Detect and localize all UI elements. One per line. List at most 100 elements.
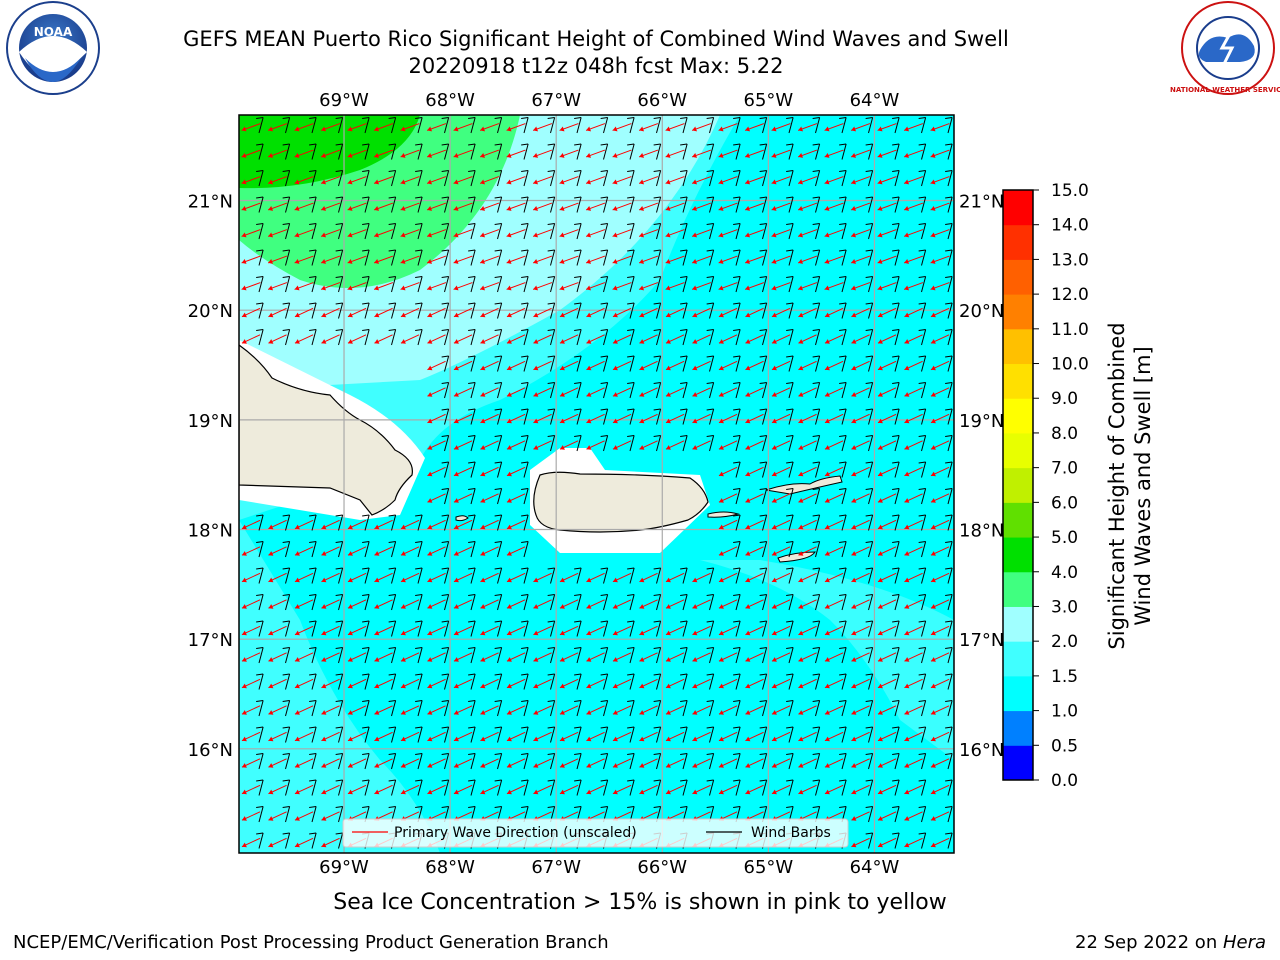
wave-direction-arrowhead: [771, 710, 777, 715]
wave-direction-arrowhead: [480, 657, 486, 662]
colorbar-segment: [1003, 710, 1033, 746]
wave-direction-arrowhead: [930, 630, 936, 636]
wind-barb-staff: [788, 700, 794, 717]
wind-barb-staff: [788, 435, 794, 452]
wave-direction-arrowhead: [798, 126, 804, 132]
wind-barb-feather: [918, 647, 926, 650]
wind-barb-staff: [788, 488, 794, 505]
wind-barb-feather: [282, 302, 290, 305]
wind-barb-feather: [786, 223, 794, 226]
colorbar-segment: [1003, 363, 1033, 399]
wave-direction-arrowhead: [268, 789, 274, 795]
wind-barb-staff: [364, 196, 370, 213]
wind-barb-staff: [762, 249, 768, 266]
wind-barb-feather: [945, 355, 953, 358]
wave-direction-arrowhead: [639, 285, 645, 291]
wind-barb-staff: [311, 276, 317, 293]
wind-barb-feather: [812, 726, 820, 729]
wave-direction-arrowhead: [851, 418, 857, 424]
wind-barb-staff: [391, 541, 397, 558]
wave-direction-arrowhead: [904, 498, 910, 503]
map-legend: Primary Wave Direction (unscaled) Wind B…: [342, 818, 849, 848]
wind-barb-feather: [441, 223, 449, 226]
wind-barb-feather: [918, 567, 926, 570]
wind-barb-feather: [521, 594, 529, 597]
wind-barb-feather: [494, 567, 502, 570]
wave-direction-arrowhead: [241, 657, 247, 662]
wind-barb-feather: [415, 249, 423, 252]
wave-direction-arrowhead: [268, 179, 274, 185]
wave-direction-arrowhead: [745, 339, 751, 344]
wind-barb-staff: [868, 620, 874, 637]
wave-direction-arrowhead: [665, 339, 671, 344]
wind-barb-feather: [574, 382, 582, 385]
wind-barb-staff: [338, 753, 344, 770]
wind-barb-staff: [603, 302, 609, 319]
wind-barb-staff: [523, 779, 529, 796]
wind-barb-feather: [839, 302, 847, 305]
wind-barb-staff: [709, 223, 715, 240]
wind-barb-staff: [682, 567, 688, 584]
lon-tick-label: 67°W: [531, 857, 581, 878]
wave-direction-arrowhead: [851, 179, 857, 185]
wind-barb-feather: [441, 249, 449, 252]
wave-direction-arrowhead: [453, 630, 459, 636]
wind-barb-feather: [468, 329, 476, 332]
wind-barb-feather: [600, 726, 608, 729]
wave-direction-arrowhead: [639, 153, 645, 158]
wind-barb-feather: [759, 170, 767, 173]
wind-barb-staff: [603, 567, 609, 584]
wind-barb-staff: [815, 276, 821, 293]
wave-direction-arrowhead: [427, 259, 433, 264]
wind-barb-staff: [735, 329, 741, 346]
wave-direction-arrowhead: [639, 630, 645, 636]
wind-barb-feather: [733, 461, 741, 464]
wind-barb-staff: [894, 276, 900, 293]
wind-barb-staff: [841, 276, 847, 293]
wind-barb-staff: [947, 382, 953, 399]
wind-barb-feather: [680, 196, 688, 199]
wave-direction-arrowhead: [294, 524, 300, 530]
wind-barb-staff: [788, 594, 794, 611]
wind-barb-feather: [282, 620, 290, 623]
wave-direction-arrowhead: [374, 153, 380, 158]
wind-barb-staff: [947, 514, 953, 531]
wave-direction-arrowhead: [241, 816, 247, 821]
wave-direction-arrowhead: [506, 683, 512, 689]
wind-barb-staff: [497, 594, 503, 611]
wind-barb-feather: [706, 355, 714, 358]
wind-barb-staff: [735, 302, 741, 319]
wind-barb-staff: [788, 461, 794, 478]
wind-barb-staff: [894, 355, 900, 372]
wind-barb-feather: [865, 143, 873, 146]
wind-barb-staff: [709, 567, 715, 584]
wave-direction-arrowhead: [268, 259, 274, 264]
wind-barb-feather: [865, 620, 873, 623]
wind-barb-staff: [576, 329, 582, 346]
wave-direction-arrowhead: [771, 206, 777, 211]
wind-barb-staff: [497, 249, 503, 266]
wave-direction-arrowhead: [586, 577, 592, 583]
wave-direction-arrowhead: [533, 365, 539, 371]
wind-barb-feather: [733, 541, 741, 544]
wave-direction-arrowhead: [480, 445, 486, 450]
wave-direction-arrowhead: [824, 339, 830, 344]
wave-direction-arrowhead: [745, 604, 751, 609]
wave-direction-arrowhead: [347, 285, 353, 291]
wave-direction-arrowhead: [930, 392, 936, 397]
wind-barb-feather: [494, 302, 502, 305]
wind-barb-staff: [470, 620, 476, 637]
wind-barb-staff: [285, 594, 291, 611]
wind-barb-feather: [865, 435, 873, 438]
wind-barb-feather: [680, 726, 688, 729]
wind-barb-feather: [759, 329, 767, 332]
wave-direction-arrowhead: [506, 763, 512, 768]
wind-barb-feather: [256, 170, 264, 173]
wind-barb-feather: [733, 117, 741, 120]
wind-barb-feather: [653, 276, 661, 279]
wave-direction-arrowhead: [347, 259, 353, 264]
wind-barb-feather: [468, 408, 476, 411]
wind-barb-staff: [417, 700, 423, 717]
wind-barb-staff: [815, 647, 821, 664]
wind-barb-staff: [523, 329, 529, 346]
